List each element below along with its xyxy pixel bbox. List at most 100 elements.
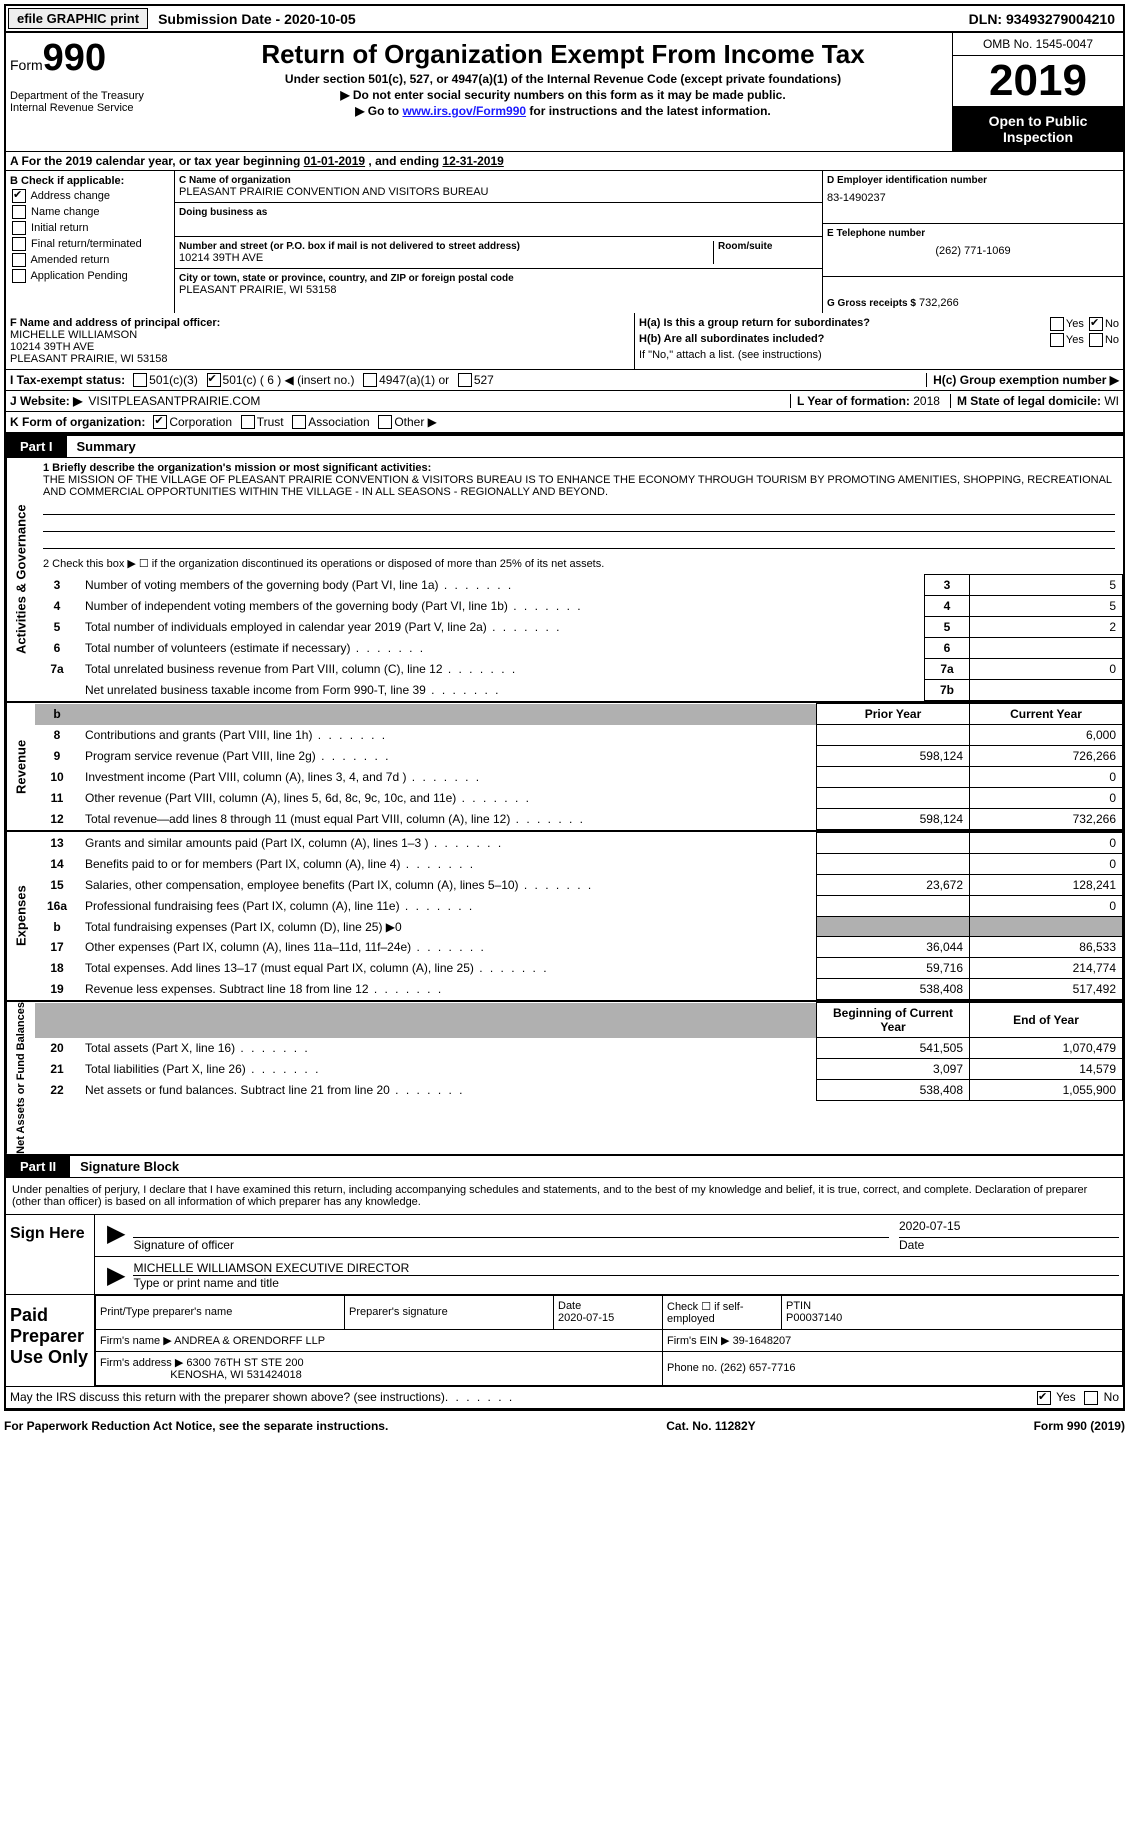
efile-print-button[interactable]: efile GRAPHIC print — [8, 8, 148, 29]
irs-link[interactable]: www.irs.gov/Form990 — [402, 104, 526, 118]
firm-address: 6300 76TH ST STE 200 — [186, 1357, 303, 1369]
side-revenue: Revenue — [6, 703, 35, 830]
subtitle-3-post: for instructions and the latest informat… — [526, 104, 771, 118]
table-row: 14 Benefits paid to or for members (Part… — [35, 854, 1123, 875]
section-b: B Check if applicable: Address change Na… — [6, 171, 175, 313]
trust-checkbox[interactable] — [241, 415, 255, 429]
section-b-checkbox[interactable] — [12, 205, 26, 219]
part2-title: Signature Block — [70, 1156, 189, 1177]
table-row: 16a Professional fundraising fees (Part … — [35, 896, 1123, 917]
ha-yes-checkbox[interactable] — [1050, 317, 1064, 331]
side-expenses: Expenses — [6, 832, 35, 1000]
subtitle-2: ▶ Do not enter social security numbers o… — [178, 88, 948, 102]
footer-mid: Cat. No. 11282Y — [666, 1419, 755, 1433]
submission-date: Submission Date - 2020-10-05 — [150, 9, 364, 29]
hb-note: If "No," attach a list. (see instruction… — [639, 349, 1119, 361]
officer-row: F Name and address of principal officer:… — [6, 313, 1123, 370]
governance-table: 3 Number of voting members of the govern… — [35, 574, 1123, 701]
4947-checkbox[interactable] — [363, 373, 377, 387]
line2-text: 2 Check this box ▶ ☐ if the organization… — [35, 553, 1123, 574]
table-row: 7a Total unrelated business revenue from… — [35, 659, 1123, 680]
corp-checkbox[interactable] — [153, 415, 167, 429]
expenses-section: Expenses 13 Grants and similar amounts p… — [6, 832, 1123, 1002]
section-b-item: Application Pending — [10, 269, 170, 283]
table-row: 13 Grants and similar amounts paid (Part… — [35, 833, 1123, 854]
section-b-item: Initial return — [10, 221, 170, 235]
preparer-phone: (262) 657-7716 — [720, 1362, 795, 1374]
501c3-checkbox[interactable] — [133, 373, 147, 387]
arrow-icon: ▶ — [99, 1261, 133, 1290]
state-domicile-label: M State of legal domicile: — [957, 394, 1101, 408]
table-row: 12 Total revenue—add lines 8 through 11 … — [35, 809, 1123, 830]
discuss-no-checkbox[interactable] — [1084, 1391, 1098, 1405]
sig-date-label: Date — [899, 1238, 1119, 1252]
ha-label: H(a) Is this a group return for subordin… — [639, 317, 870, 329]
officer-label: F Name and address of principal officer: — [10, 317, 630, 329]
footer: For Paperwork Reduction Act Notice, see … — [0, 1415, 1129, 1437]
prep-sig-label: Preparer's signature — [345, 1295, 554, 1329]
table-row: 10 Investment income (Part VIII, column … — [35, 767, 1123, 788]
gross-receipts-label: G Gross receipts $ — [827, 298, 916, 309]
other-checkbox[interactable] — [378, 415, 392, 429]
part2-header: Part II Signature Block — [6, 1154, 1123, 1178]
check-self-employed: Check ☐ if self-employed — [663, 1295, 782, 1329]
hc-label: H(c) Group exemption number ▶ — [933, 373, 1119, 387]
form-label: Form — [10, 57, 43, 73]
header-center: Return of Organization Exempt From Incom… — [174, 33, 952, 151]
officer-name: MICHELLE WILLIAMSON — [10, 329, 630, 341]
state-domicile-value: WI — [1104, 394, 1119, 408]
527-checkbox[interactable] — [458, 373, 472, 387]
501c-checkbox[interactable] — [207, 373, 221, 387]
topbar: efile GRAPHIC print Submission Date - 20… — [6, 6, 1123, 33]
city-state-zip: PLEASANT PRAIRIE, WI 53158 — [179, 284, 818, 296]
section-k: K Form of organization: Corporation Trus… — [6, 412, 1123, 434]
sig-date: 2020-07-15 — [899, 1219, 1119, 1238]
year-formation-label: L Year of formation: — [797, 394, 910, 408]
discuss-yes-checkbox[interactable] — [1037, 1391, 1051, 1405]
table-row: 21 Total liabilities (Part X, line 26) 3… — [35, 1059, 1123, 1080]
prep-date: 2020-07-15 — [558, 1312, 614, 1324]
ein-label: D Employer identification number — [827, 175, 1119, 186]
section-f: F Name and address of principal officer:… — [6, 313, 634, 369]
section-b-checkbox[interactable] — [12, 253, 26, 267]
ha-no-checkbox[interactable] — [1089, 317, 1103, 331]
section-b-checkbox[interactable] — [12, 237, 26, 251]
period-mid: , and ending — [368, 154, 442, 168]
sig-officer-label: Signature of officer — [133, 1238, 889, 1252]
section-b-checkbox[interactable] — [12, 221, 26, 235]
section-b-item: Amended return — [10, 253, 170, 267]
mission-label: 1 Briefly describe the organization's mi… — [43, 462, 431, 474]
department-label: Department of the Treasury Internal Reve… — [10, 90, 170, 114]
form-number: 990 — [43, 37, 106, 79]
ein-value: 83-1490237 — [827, 186, 1119, 204]
year-formation-value: 2018 — [913, 394, 940, 408]
revenue-table: bPrior YearCurrent Year 8 Contributions … — [35, 703, 1123, 830]
table-row: 18 Total expenses. Add lines 13–17 (must… — [35, 958, 1123, 979]
assoc-checkbox[interactable] — [292, 415, 306, 429]
subtitle-3-pre: ▶ Go to — [355, 104, 402, 118]
sign-here-label: Sign Here — [6, 1215, 94, 1294]
preparer-table: Print/Type preparer's name Preparer's si… — [95, 1295, 1123, 1386]
expenses-table: 13 Grants and similar amounts paid (Part… — [35, 832, 1123, 1000]
sign-here-row: Sign Here ▶ Signature of officer 2020-07… — [6, 1214, 1123, 1294]
subtitle-1: Under section 501(c), 527, or 4947(a)(1)… — [178, 72, 948, 86]
hb-yes-checkbox[interactable] — [1050, 333, 1064, 347]
side-governance: Activities & Governance — [6, 458, 35, 701]
table-row: 8 Contributions and grants (Part VIII, l… — [35, 725, 1123, 746]
table-row: 11 Other revenue (Part VIII, column (A),… — [35, 788, 1123, 809]
mission-text: THE MISSION OF THE VILLAGE OF PLEASANT P… — [43, 474, 1112, 498]
part2-tab: Part II — [6, 1156, 70, 1177]
hb-no-checkbox[interactable] — [1089, 333, 1103, 347]
discuss-row: May the IRS discuss this return with the… — [6, 1386, 1123, 1409]
netassets-table: Beginning of Current YearEnd of Year 20 … — [35, 1002, 1123, 1101]
section-b-checkbox[interactable] — [12, 269, 26, 283]
header: Form990 Department of the Treasury Inter… — [6, 33, 1123, 151]
officer-addr1: 10214 39TH AVE — [10, 341, 630, 353]
paid-preparer-row: Paid Preparer Use Only Print/Type prepar… — [6, 1294, 1123, 1386]
section-i: I Tax-exempt status: 501(c)(3) 501(c) ( … — [6, 370, 1123, 391]
perjury-text: Under penalties of perjury, I declare th… — [6, 1178, 1123, 1214]
tax-year: 2019 — [953, 56, 1123, 107]
section-b-checkbox[interactable] — [12, 189, 26, 203]
table-row: b Total fundraising expenses (Part IX, c… — [35, 917, 1123, 937]
entity-grid: B Check if applicable: Address change Na… — [6, 171, 1123, 313]
